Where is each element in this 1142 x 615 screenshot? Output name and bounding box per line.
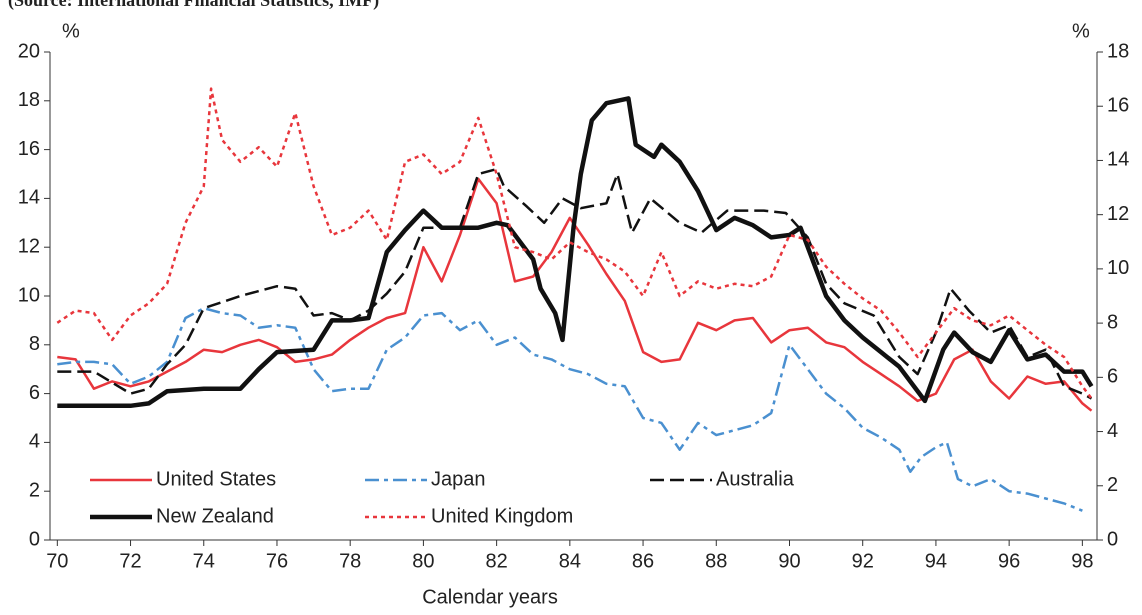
x-tick-label: 90 bbox=[778, 550, 800, 572]
y2-tick-label: 4 bbox=[1107, 420, 1118, 442]
y-tick-label: 12 bbox=[18, 235, 40, 257]
legend-label: New Zealand bbox=[156, 505, 274, 527]
x-tick-label: 98 bbox=[1071, 550, 1093, 572]
y2-tick-label: 0 bbox=[1107, 528, 1118, 550]
y-tick-label: 16 bbox=[18, 138, 40, 160]
x-tick-label: 82 bbox=[485, 550, 507, 572]
x-tick-label: 70 bbox=[46, 550, 68, 572]
x-tick-label: 92 bbox=[852, 550, 874, 572]
x-tick-label: 76 bbox=[266, 550, 288, 572]
x-axis-label: Calendar years bbox=[422, 586, 558, 608]
y-tick-label: 14 bbox=[18, 187, 40, 209]
x-tick-label: 74 bbox=[193, 550, 215, 572]
y2-tick-label: 6 bbox=[1107, 366, 1118, 388]
series-line bbox=[57, 96, 1094, 409]
y-tick-label: 8 bbox=[29, 333, 40, 355]
y2-tick-label: 2 bbox=[1107, 474, 1118, 496]
x-tick-label: 96 bbox=[998, 550, 1020, 572]
x-tick-label: 72 bbox=[119, 550, 141, 572]
y2-tick-label: 16 bbox=[1107, 95, 1129, 117]
y2-axis-label: % bbox=[1072, 20, 1090, 42]
y-tick-label: 10 bbox=[18, 284, 40, 306]
legend-label: Australia bbox=[716, 468, 795, 490]
x-tick-label: 80 bbox=[412, 550, 434, 572]
series-line bbox=[57, 306, 1083, 512]
x-tick-label: 84 bbox=[559, 550, 581, 572]
y-axis-label: % bbox=[62, 20, 80, 42]
legend-label: United Kingdom bbox=[431, 505, 573, 527]
y2-tick-label: 8 bbox=[1107, 311, 1118, 333]
x-tick-label: 88 bbox=[705, 550, 727, 572]
y2-tick-label: 10 bbox=[1107, 257, 1129, 279]
x-tick-label: 86 bbox=[632, 550, 654, 572]
y-tick-label: 4 bbox=[29, 431, 40, 453]
legend-label: Japan bbox=[431, 468, 486, 490]
chart-title: (Source: International Financial Statist… bbox=[8, 0, 379, 11]
y2-tick-label: 12 bbox=[1107, 203, 1129, 225]
y-tick-label: 6 bbox=[29, 382, 40, 404]
y-tick-label: 18 bbox=[18, 89, 40, 111]
y-tick-label: 0 bbox=[29, 528, 40, 550]
series-line bbox=[57, 167, 1093, 400]
x-tick-label: 94 bbox=[925, 550, 947, 572]
y2-tick-label: 14 bbox=[1107, 149, 1129, 171]
y-tick-label: 2 bbox=[29, 479, 40, 501]
y-tick-label: 20 bbox=[18, 40, 40, 62]
x-tick-label: 78 bbox=[339, 550, 361, 572]
legend-label: United States bbox=[156, 468, 276, 490]
y2-tick-label: 18 bbox=[1107, 40, 1129, 62]
